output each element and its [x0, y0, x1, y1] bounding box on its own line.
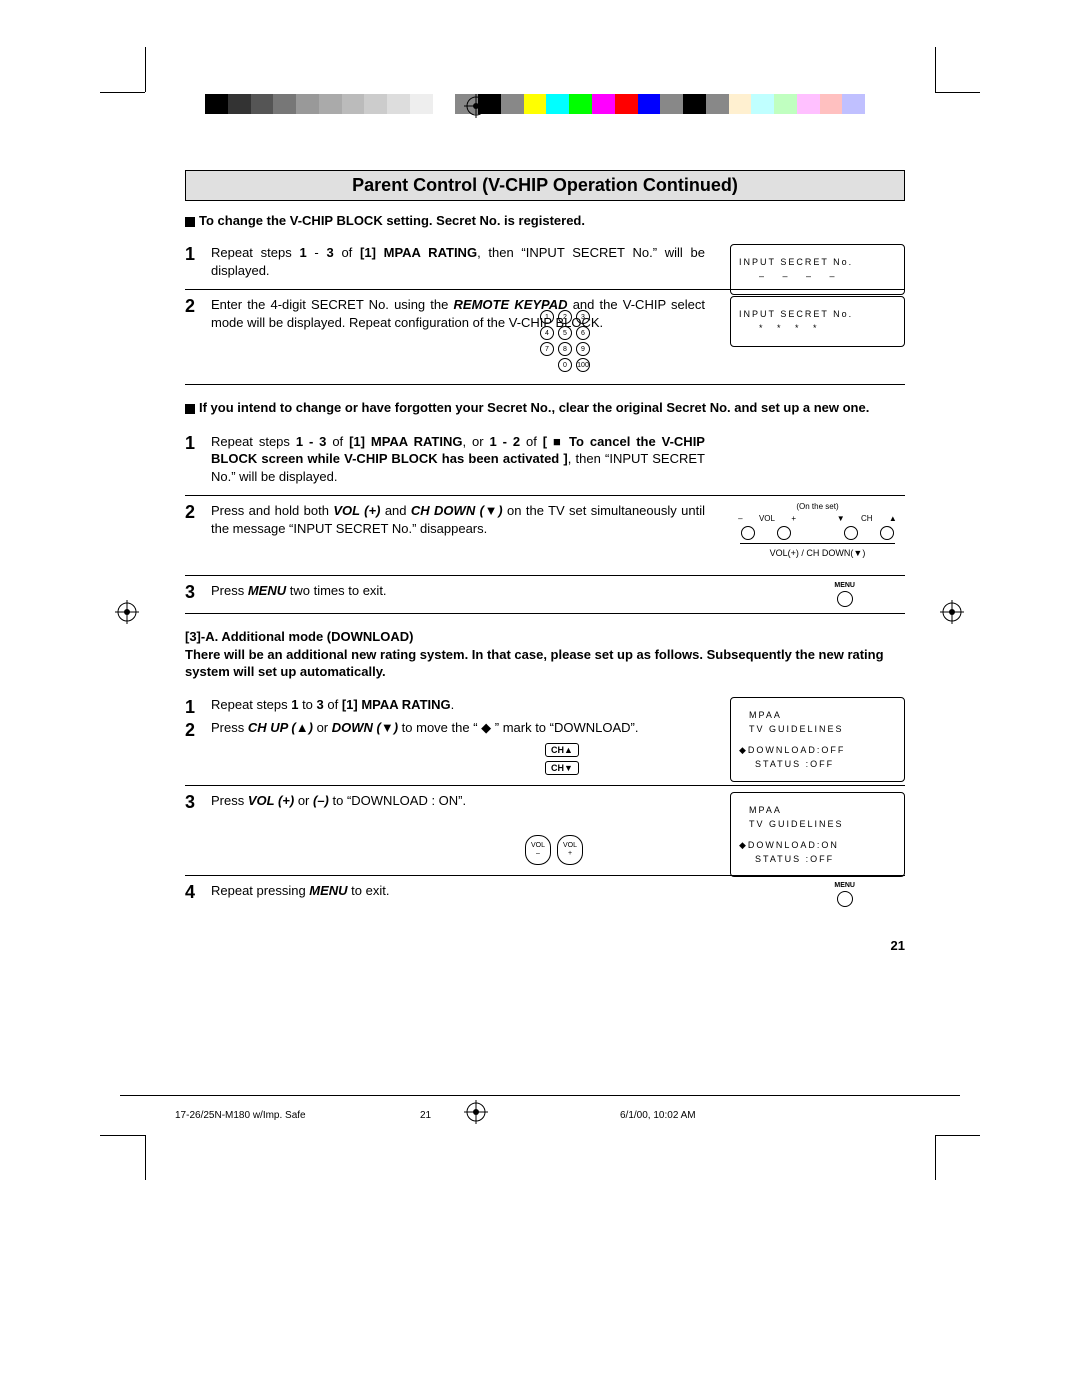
step-visual: MPAA TV GUIDELINES ◆DOWNLOAD:ON STATUS :…	[715, 792, 905, 878]
osd-line: STATUS :OFF	[739, 852, 896, 866]
ch-up-button-icon: CH▲	[545, 743, 579, 757]
menu-button-icon: MENU	[834, 882, 855, 907]
crop-mark	[145, 47, 146, 92]
button-icon	[880, 526, 894, 540]
step-number: 2	[185, 296, 211, 374]
osd-screen: INPUT SECRET No. – – – –	[730, 244, 905, 295]
section-title-bar: Parent Control (V-CHIP Operation Continu…	[185, 170, 905, 201]
registration-mark	[464, 94, 488, 118]
osd-line: ◆DOWNLOAD:OFF	[739, 743, 896, 757]
crop-mark	[100, 92, 145, 93]
tv-set-diagram: (On the set) – VOL + ▼ CH ▲	[730, 502, 905, 558]
step-row: 2 Press and hold both VOL (+) and CH DOW…	[185, 496, 905, 576]
step-row: 3 Press MENU two times to exit. MENU	[185, 576, 905, 614]
step-row: 1 Repeat steps 1 - 3 of [1] MPAA RATING,…	[185, 427, 905, 497]
button-icon	[741, 526, 755, 540]
footer-divider	[120, 1095, 960, 1096]
step-row: 4 Repeat pressing MENU to exit. MENU	[185, 876, 905, 913]
footer-left: 17-26/25N-M180 w/Imp. Safe	[175, 1110, 306, 1121]
vol-minus-button-icon: VOL–	[525, 835, 551, 865]
step-body: Repeat steps 1 - 3 of [1] MPAA RATING, o…	[211, 433, 905, 486]
osd-line: INPUT SECRET No.	[739, 307, 896, 321]
step-visual: MPAA TV GUIDELINES ◆DOWNLOAD:OFF STATUS …	[715, 697, 905, 783]
step-visual: INPUT SECRET No. * * * *	[715, 296, 905, 347]
section-title: Parent Control (V-CHIP Operation Continu…	[352, 175, 738, 195]
crop-mark	[935, 92, 980, 93]
step-number: 1	[185, 697, 211, 718]
page-content: Parent Control (V-CHIP Operation Continu…	[185, 170, 905, 913]
osd-line: STATUS :OFF	[739, 757, 896, 771]
section-3a-heading: [3]-A. Additional mode (DOWNLOAD) There …	[185, 628, 905, 681]
vol-buttons: VOL– VOL+	[525, 835, 623, 865]
step-number: 2	[185, 720, 211, 741]
step-visual: MENU	[715, 882, 905, 907]
step-row: 2 Enter the 4-digit SECRET No. using the…	[185, 290, 905, 385]
osd-screen: MPAA TV GUIDELINES ◆DOWNLOAD:ON STATUS :…	[730, 792, 905, 878]
step-visual: (On the set) – VOL + ▼ CH ▲	[715, 502, 905, 558]
button-icon	[777, 526, 791, 540]
osd-screen: INPUT SECRET No. * * * *	[730, 296, 905, 347]
osd-screen: MPAA TV GUIDELINES ◆DOWNLOAD:OFF STATUS …	[730, 697, 905, 783]
crop-mark	[935, 47, 936, 92]
button-icon	[844, 526, 858, 540]
step-row: 1 Repeat steps 1 to 3 of [1] MPAA RATING…	[185, 691, 905, 786]
step-row: 1 Repeat steps 1 - 3 of [1] MPAA RATING,…	[185, 238, 905, 290]
footer-right: 6/1/00, 10:02 AM	[620, 1110, 696, 1121]
crop-mark	[145, 1135, 146, 1180]
osd-line: TV GUIDELINES	[739, 817, 896, 831]
step-visual: MENU	[715, 582, 905, 607]
subsection-text: To change the V-CHIP BLOCK setting. Secr…	[199, 213, 585, 228]
step-body: Press CH UP (▲) or DOWN (▼) to move the …	[211, 720, 638, 741]
step-row: 3 Press VOL (+) or (–) to “DOWNLOAD : ON…	[185, 786, 905, 876]
step-body: Repeat steps 1 to 3 of [1] MPAA RATING.	[211, 697, 454, 718]
registration-mark	[940, 600, 964, 624]
tv-set-caption: (On the set)	[730, 502, 905, 511]
bullet-square-icon	[185, 217, 195, 227]
osd-line: MPAA	[739, 708, 896, 722]
osd-line: – – – –	[739, 269, 896, 283]
footer-center: 21	[420, 1110, 431, 1121]
ch-buttons: CH▲ CH▼	[545, 741, 579, 777]
step-number: 3	[185, 792, 211, 865]
step-number: 1	[185, 244, 211, 279]
crop-mark	[935, 1135, 936, 1180]
menu-button-icon: MENU	[834, 582, 855, 607]
step-number: 4	[185, 882, 211, 903]
step-number: 1	[185, 433, 211, 486]
color-calibration-bar	[205, 94, 865, 114]
subsection-heading: To change the V-CHIP BLOCK setting. Secr…	[185, 213, 905, 228]
page-number: 21	[891, 938, 905, 953]
step-number: 2	[185, 502, 211, 565]
osd-line: * * * *	[739, 321, 896, 335]
osd-line: ◆DOWNLOAD:ON	[739, 838, 896, 852]
registration-mark	[464, 1100, 488, 1124]
step-number: 3	[185, 582, 211, 603]
step-visual: INPUT SECRET No. – – – –	[715, 244, 905, 295]
registration-mark	[115, 600, 139, 624]
bullet-square-icon	[185, 404, 195, 414]
crop-mark	[100, 1135, 145, 1136]
osd-line: MPAA	[739, 803, 896, 817]
note-block: If you intend to change or have forgotte…	[185, 399, 905, 417]
vol-plus-button-icon: VOL+	[557, 835, 583, 865]
crop-mark	[935, 1135, 980, 1136]
remote-keypad-icon: 1234567890100	[540, 306, 592, 372]
osd-line: TV GUIDELINES	[739, 722, 896, 736]
osd-line: INPUT SECRET No.	[739, 255, 896, 269]
ch-down-button-icon: CH▼	[545, 761, 579, 775]
tv-set-subcaption: VOL(+) / CH DOWN(▼)	[730, 548, 905, 558]
